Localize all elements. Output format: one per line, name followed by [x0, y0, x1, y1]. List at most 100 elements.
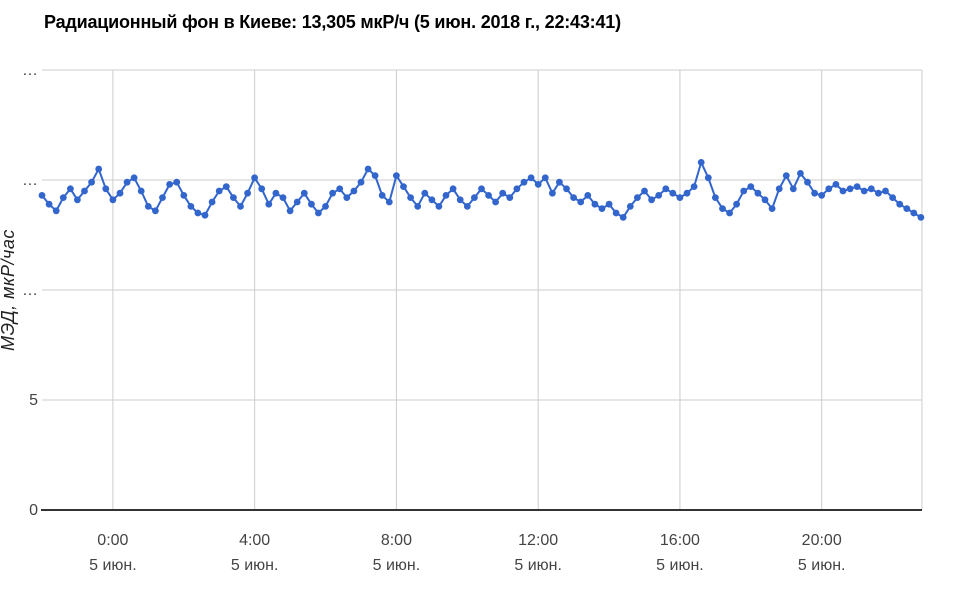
- data-point[interactable]: [59, 194, 67, 202]
- data-point[interactable]: [414, 203, 422, 210]
- data-point[interactable]: [222, 183, 230, 191]
- data-point[interactable]: [903, 205, 911, 213]
- data-point[interactable]: [130, 174, 138, 182]
- data-point[interactable]: [704, 174, 712, 182]
- data-point[interactable]: [407, 194, 414, 202]
- data-point[interactable]: [882, 187, 889, 195]
- data-point[interactable]: [137, 187, 145, 195]
- data-point[interactable]: [761, 196, 769, 204]
- data-point[interactable]: [598, 205, 606, 213]
- data-point[interactable]: [322, 203, 329, 210]
- data-point[interactable]: [456, 196, 464, 204]
- data-point[interactable]: [612, 209, 620, 217]
- data-point[interactable]: [513, 185, 521, 193]
- data-point[interactable]: [88, 178, 95, 186]
- data-point[interactable]: [74, 196, 81, 204]
- data-point[interactable]: [400, 183, 407, 191]
- data-point[interactable]: [336, 185, 344, 193]
- data-point[interactable]: [676, 194, 684, 202]
- data-point[interactable]: [683, 189, 691, 197]
- data-point[interactable]: [896, 200, 904, 208]
- data-point[interactable]: [697, 159, 705, 166]
- data-point[interactable]: [811, 189, 818, 197]
- data-point[interactable]: [889, 194, 896, 202]
- data-point[interactable]: [563, 185, 570, 193]
- data-point[interactable]: [116, 189, 124, 197]
- data-point[interactable]: [208, 198, 216, 206]
- data-point[interactable]: [853, 183, 861, 191]
- data-point[interactable]: [534, 181, 542, 188]
- data-point[interactable]: [577, 198, 585, 206]
- data-point[interactable]: [754, 189, 762, 197]
- data-point[interactable]: [201, 211, 209, 219]
- data-point[interactable]: [329, 189, 336, 197]
- data-point[interactable]: [789, 185, 797, 193]
- data-point[interactable]: [740, 187, 748, 195]
- data-point[interactable]: [102, 185, 110, 193]
- data-point[interactable]: [584, 192, 592, 199]
- data-point[interactable]: [747, 183, 755, 191]
- data-point[interactable]: [527, 174, 535, 182]
- data-point[interactable]: [393, 172, 400, 180]
- data-point[interactable]: [45, 200, 53, 208]
- data-point[interactable]: [237, 203, 244, 210]
- data-point[interactable]: [875, 189, 882, 197]
- data-point[interactable]: [308, 200, 315, 208]
- data-point[interactable]: [917, 214, 925, 221]
- data-point[interactable]: [471, 194, 478, 202]
- data-point[interactable]: [605, 200, 613, 208]
- data-point[interactable]: [230, 194, 237, 202]
- data-point[interactable]: [38, 192, 46, 199]
- data-point[interactable]: [641, 187, 648, 195]
- data-point[interactable]: [782, 172, 790, 180]
- data-point[interactable]: [173, 178, 181, 186]
- data-point[interactable]: [343, 194, 351, 202]
- data-point[interactable]: [733, 200, 740, 208]
- data-point[interactable]: [910, 209, 918, 217]
- data-point[interactable]: [421, 189, 429, 197]
- data-point[interactable]: [293, 198, 301, 206]
- data-point[interactable]: [492, 198, 499, 206]
- data-point[interactable]: [435, 203, 443, 210]
- data-point[interactable]: [570, 194, 577, 202]
- data-point[interactable]: [244, 189, 252, 197]
- data-point[interactable]: [463, 203, 471, 210]
- data-point[interactable]: [804, 178, 811, 186]
- data-point[interactable]: [350, 187, 358, 195]
- data-point[interactable]: [818, 192, 826, 199]
- data-point[interactable]: [860, 187, 868, 195]
- data-point[interactable]: [123, 178, 131, 186]
- data-point[interactable]: [825, 185, 833, 193]
- data-point[interactable]: [846, 185, 854, 193]
- data-point[interactable]: [378, 192, 386, 199]
- data-point[interactable]: [272, 189, 280, 197]
- data-point[interactable]: [499, 189, 507, 197]
- data-point[interactable]: [187, 203, 195, 210]
- data-point[interactable]: [81, 187, 88, 195]
- data-point[interactable]: [159, 194, 166, 202]
- data-point[interactable]: [690, 183, 698, 191]
- data-point[interactable]: [152, 207, 159, 215]
- data-point[interactable]: [109, 196, 117, 204]
- data-point[interactable]: [712, 194, 719, 202]
- data-point[interactable]: [315, 209, 322, 217]
- data-point[interactable]: [867, 185, 875, 193]
- data-point[interactable]: [279, 194, 287, 202]
- data-point[interactable]: [839, 187, 847, 195]
- data-point[interactable]: [371, 172, 379, 180]
- data-point[interactable]: [251, 174, 258, 182]
- data-point[interactable]: [655, 192, 663, 199]
- data-point[interactable]: [549, 189, 556, 197]
- data-point[interactable]: [449, 185, 457, 193]
- data-point[interactable]: [797, 170, 804, 177]
- data-point[interactable]: [166, 181, 174, 188]
- data-point[interactable]: [95, 165, 103, 173]
- data-point[interactable]: [194, 209, 202, 217]
- data-point[interactable]: [180, 192, 188, 199]
- data-point[interactable]: [556, 178, 563, 186]
- data-point[interactable]: [357, 178, 365, 186]
- data-point[interactable]: [619, 214, 627, 221]
- data-point[interactable]: [265, 200, 273, 208]
- data-point[interactable]: [215, 187, 223, 195]
